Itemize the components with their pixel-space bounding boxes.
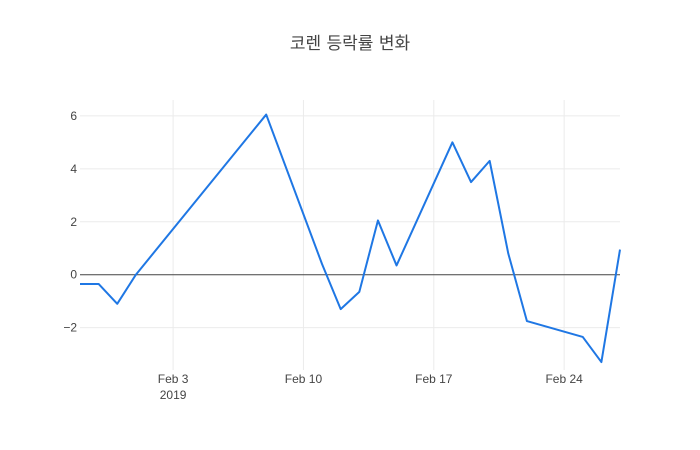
y-tick-label: 0	[70, 268, 77, 282]
x-tick-label: Feb 3	[158, 372, 189, 386]
axis-labels: Feb 3 2019 Feb 10 Feb 17 Feb 24 −2 0 2 4 6	[63, 109, 583, 402]
grid	[80, 100, 620, 370]
y-tick-label: 4	[70, 162, 77, 176]
x-tick-label: Feb 17	[415, 372, 453, 386]
chart-title: 코렌 등락률 변화	[290, 34, 411, 54]
x-tick-label: Feb 24	[545, 372, 583, 386]
series-group	[79, 113, 621, 364]
y-tick-label: 6	[70, 109, 77, 123]
series-line	[80, 113, 621, 364]
x-tick-label: Feb 10	[285, 372, 323, 386]
x-tick-sublabel: 2019	[160, 388, 187, 402]
y-tick-label: 2	[70, 215, 77, 229]
y-tick-label: −2	[63, 321, 77, 335]
